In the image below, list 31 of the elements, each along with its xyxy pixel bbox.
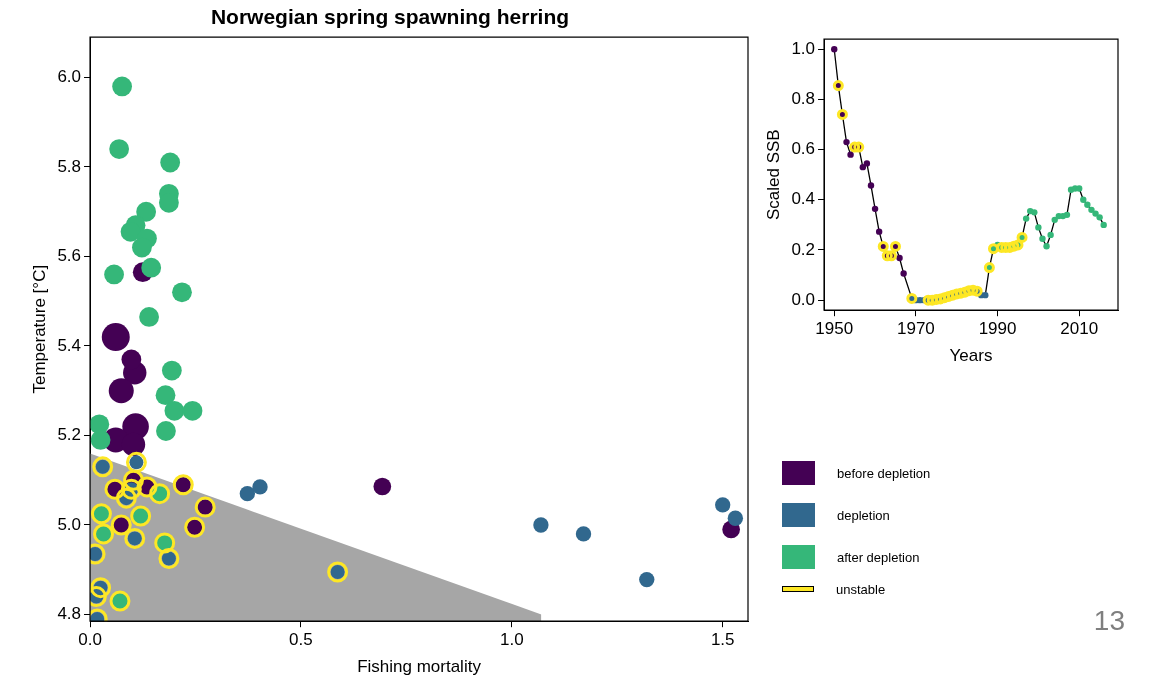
x-tick-label: 0.0 xyxy=(78,630,102,650)
x-tick-label: 2010 xyxy=(1060,319,1099,339)
chart-title: Norwegian spring spawning herring xyxy=(210,5,570,29)
x-tick-label: 1970 xyxy=(896,319,935,339)
x-axis-title: Fishing mortality xyxy=(357,657,482,677)
y-axis-title: Temperature [°C] xyxy=(29,264,49,394)
x-tick-label: 0.5 xyxy=(289,630,313,650)
x-tick-label: 1950 xyxy=(815,319,854,339)
y-axis-title: Scaled SSB xyxy=(763,129,783,221)
y-tick-label: 0.8 xyxy=(791,89,816,109)
x-tick-label: 1.5 xyxy=(710,630,735,650)
y-tick-label: 6.0 xyxy=(57,67,82,87)
legend-label: after depletion xyxy=(837,549,920,565)
x-tick-label: 1.0 xyxy=(499,630,524,650)
y-tick-label: 4.8 xyxy=(57,604,82,624)
y-tick-label: 0.4 xyxy=(791,189,816,209)
y-tick-label: 0.0 xyxy=(791,289,816,309)
y-tick-label: 5.8 xyxy=(57,156,82,176)
x-tick-label: 1990 xyxy=(978,319,1017,339)
text: 13 xyxy=(1093,605,1125,637)
legend-label: unstable xyxy=(836,581,886,597)
y-tick-label: 0.2 xyxy=(791,239,816,259)
legend-label: before depletion xyxy=(837,465,931,481)
y-tick-label: 5.4 xyxy=(57,335,82,355)
y-tick-label: 5.2 xyxy=(57,425,82,445)
y-tick-label: 5.0 xyxy=(57,514,82,534)
legend-label: depletion xyxy=(837,507,890,523)
y-tick-label: 5.6 xyxy=(57,246,82,266)
y-tick-label: 0.6 xyxy=(791,139,816,159)
x-axis-title: Years xyxy=(949,346,993,366)
y-tick-label: 1.0 xyxy=(791,38,816,58)
